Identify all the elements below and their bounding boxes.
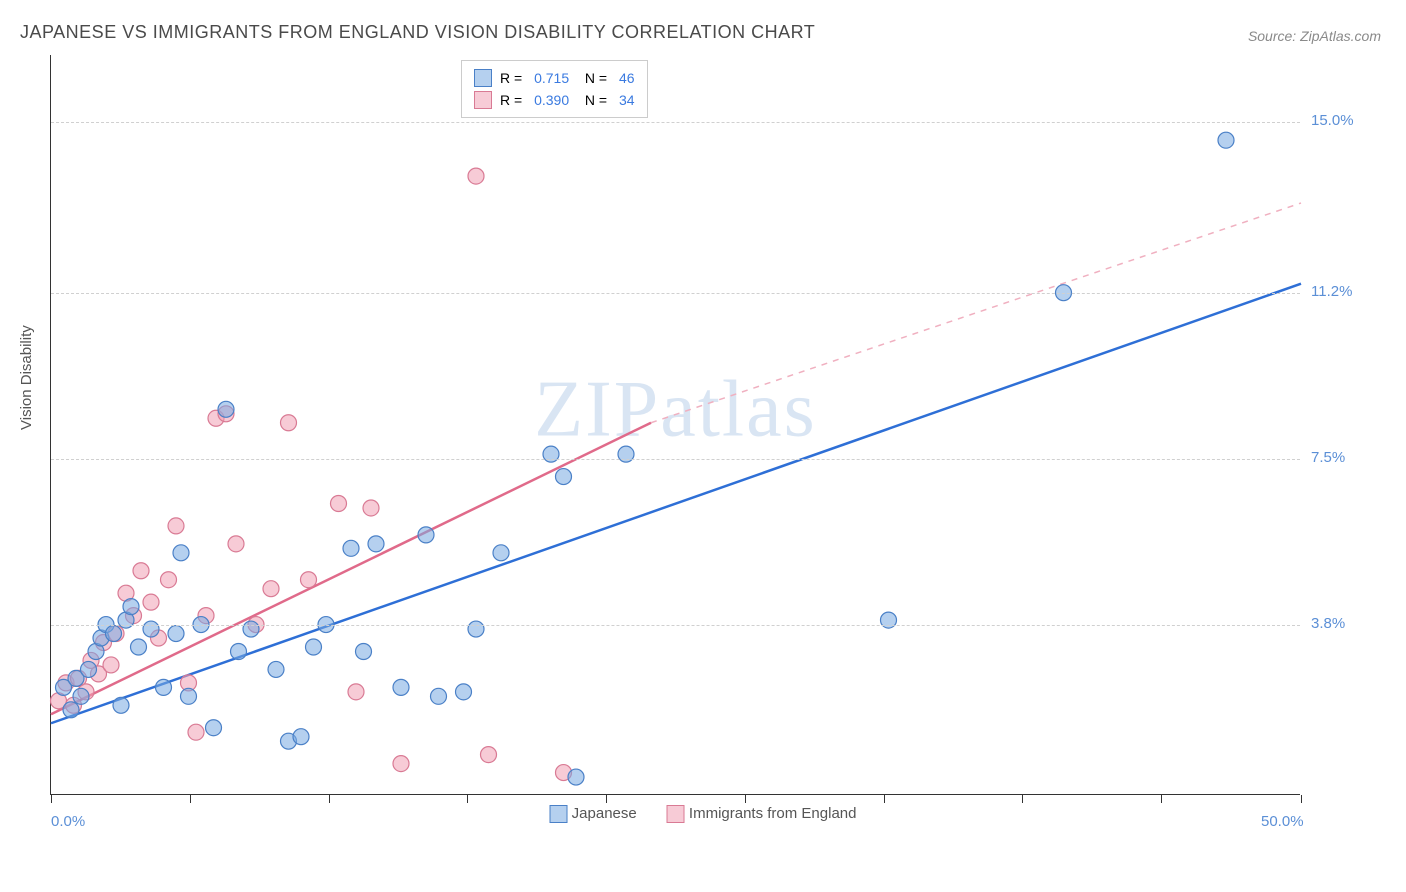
point-england <box>393 756 409 772</box>
n-value-japanese: 46 <box>619 70 635 86</box>
point-japanese <box>181 688 197 704</box>
point-england <box>133 563 149 579</box>
series-legend: Japanese Immigrants from England <box>550 805 857 823</box>
point-england <box>481 747 497 763</box>
point-japanese <box>243 621 259 637</box>
point-japanese <box>156 679 172 695</box>
x-tick-label: 0.0% <box>51 813 85 830</box>
n-value-england: 34 <box>619 92 635 108</box>
point-england <box>168 518 184 534</box>
point-japanese <box>1218 132 1234 148</box>
point-japanese <box>306 639 322 655</box>
legend-label-england: Immigrants from England <box>689 805 857 822</box>
point-japanese <box>123 599 139 615</box>
point-england <box>161 572 177 588</box>
point-japanese <box>73 688 89 704</box>
x-tick <box>51 795 52 803</box>
point-japanese <box>131 639 147 655</box>
legend-row-japanese: R = 0.715 N = 46 <box>474 67 635 89</box>
swatch-england <box>474 91 492 109</box>
point-japanese <box>456 684 472 700</box>
x-tick <box>884 795 885 803</box>
point-japanese <box>173 545 189 561</box>
point-japanese <box>543 446 559 462</box>
point-japanese <box>368 536 384 552</box>
x-tick-label: 50.0% <box>1261 813 1304 830</box>
point-japanese <box>431 688 447 704</box>
regression-line <box>651 203 1301 423</box>
point-england <box>301 572 317 588</box>
point-england <box>363 500 379 516</box>
r-label: R = <box>500 92 526 108</box>
y-tick-label: 7.5% <box>1311 449 1345 466</box>
point-japanese <box>493 545 509 561</box>
point-japanese <box>293 729 309 745</box>
x-tick <box>606 795 607 803</box>
x-tick <box>745 795 746 803</box>
point-japanese <box>393 679 409 695</box>
point-japanese <box>218 401 234 417</box>
gridline-h <box>51 122 1300 123</box>
point-japanese <box>881 612 897 628</box>
gridline-h <box>51 459 1300 460</box>
legend-item-japanese: Japanese <box>550 805 637 823</box>
point-england <box>103 657 119 673</box>
chart-svg <box>51 55 1300 794</box>
point-japanese <box>618 446 634 462</box>
y-axis-label: Vision Disability <box>18 325 35 430</box>
point-japanese <box>343 540 359 556</box>
legend-row-england: R = 0.390 N = 34 <box>474 89 635 111</box>
y-tick-label: 11.2% <box>1311 283 1352 300</box>
x-tick <box>1301 795 1302 803</box>
point-japanese <box>231 643 247 659</box>
swatch-japanese <box>474 69 492 87</box>
x-tick <box>467 795 468 803</box>
point-japanese <box>81 661 97 677</box>
n-label: N = <box>577 70 611 86</box>
chart-title: JAPANESE VS IMMIGRANTS FROM ENGLAND VISI… <box>20 22 815 43</box>
point-japanese <box>106 626 122 642</box>
legend-item-england: Immigrants from England <box>667 805 857 823</box>
point-england <box>143 594 159 610</box>
point-england <box>228 536 244 552</box>
y-tick-label: 3.8% <box>1311 615 1345 632</box>
point-japanese <box>268 661 284 677</box>
x-tick <box>1161 795 1162 803</box>
n-label: N = <box>577 92 611 108</box>
point-england <box>468 168 484 184</box>
point-england <box>331 495 347 511</box>
correlation-legend: R = 0.715 N = 46 R = 0.390 N = 34 <box>461 60 648 118</box>
point-japanese <box>168 626 184 642</box>
x-tick <box>190 795 191 803</box>
point-england <box>281 415 297 431</box>
r-value-japanese: 0.715 <box>534 70 569 86</box>
swatch-england-icon <box>667 805 685 823</box>
point-england <box>263 581 279 597</box>
point-japanese <box>468 621 484 637</box>
point-japanese <box>206 720 222 736</box>
point-japanese <box>556 469 572 485</box>
point-england <box>348 684 364 700</box>
point-england <box>188 724 204 740</box>
point-japanese <box>568 769 584 785</box>
point-japanese <box>418 527 434 543</box>
plot-area: ZIPatlas R = 0.715 N = 46 R = 0.390 N = … <box>50 55 1300 795</box>
source-label: Source: ZipAtlas.com <box>1248 28 1381 44</box>
y-tick-label: 15.0% <box>1311 112 1354 129</box>
gridline-h <box>51 293 1300 294</box>
gridline-h <box>51 625 1300 626</box>
point-japanese <box>113 697 129 713</box>
legend-label-japanese: Japanese <box>572 805 637 822</box>
x-tick <box>329 795 330 803</box>
r-label: R = <box>500 70 526 86</box>
swatch-japanese-icon <box>550 805 568 823</box>
r-value-england: 0.390 <box>534 92 569 108</box>
point-japanese <box>63 702 79 718</box>
x-tick <box>1022 795 1023 803</box>
point-japanese <box>143 621 159 637</box>
point-japanese <box>356 643 372 659</box>
